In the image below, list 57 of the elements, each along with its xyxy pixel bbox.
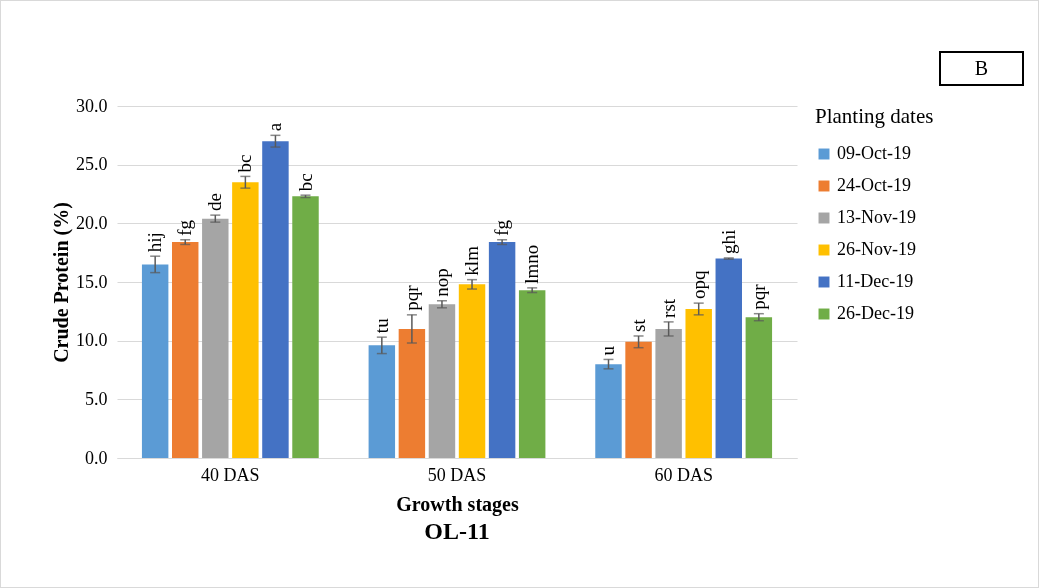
y-tick-label: 10.0 bbox=[76, 330, 108, 351]
bar bbox=[292, 196, 319, 458]
y-tick-label: 30.0 bbox=[76, 95, 108, 116]
data-label: tu bbox=[370, 317, 392, 334]
legend-label: 26-Dec-19 bbox=[837, 303, 914, 323]
data-label: klm bbox=[461, 245, 483, 276]
bar bbox=[715, 258, 742, 458]
x-axis-title: Growth stages bbox=[396, 492, 519, 516]
y-axis-title: Crude Protein (%) bbox=[50, 202, 73, 363]
y-tick-label: 15.0 bbox=[76, 271, 108, 292]
x-tick-label: 60 DAS bbox=[654, 464, 713, 485]
legend-label: 09-Oct-19 bbox=[837, 143, 911, 163]
bar bbox=[655, 328, 682, 458]
data-label: u bbox=[597, 345, 619, 356]
y-tick-label: 5.0 bbox=[85, 388, 108, 409]
x-tick-label: 50 DAS bbox=[427, 464, 487, 485]
legend-label: 26-Nov-19 bbox=[837, 239, 916, 259]
bar bbox=[685, 308, 712, 458]
y-tick-label: 25.0 bbox=[76, 154, 108, 175]
data-label: ghi bbox=[717, 229, 739, 254]
data-label: de bbox=[204, 193, 226, 212]
bar bbox=[625, 341, 652, 458]
bar bbox=[232, 182, 259, 458]
data-label: bc bbox=[234, 154, 256, 173]
bar bbox=[518, 290, 546, 458]
data-label: pqr bbox=[400, 284, 422, 311]
data-label: rst bbox=[657, 298, 679, 318]
legend-label: 24-Oct-19 bbox=[837, 175, 911, 195]
data-label: fg bbox=[174, 219, 196, 236]
bar bbox=[745, 317, 773, 458]
y-tick-label: 20.0 bbox=[76, 212, 108, 233]
bar bbox=[428, 304, 456, 458]
legend-label: 13-Nov-19 bbox=[837, 207, 916, 227]
legend-title: Planting dates bbox=[815, 104, 934, 128]
text: OL-11 bbox=[424, 518, 490, 544]
bar bbox=[488, 242, 516, 458]
bar bbox=[262, 141, 289, 458]
data-label: nop bbox=[430, 268, 452, 297]
data-label: a bbox=[264, 122, 286, 132]
bar bbox=[141, 264, 169, 458]
bar bbox=[172, 242, 199, 458]
legend-label: 11-Dec-19 bbox=[837, 271, 914, 291]
data-label: hij bbox=[144, 232, 166, 253]
y-tick-label: 0.0 bbox=[85, 447, 108, 468]
bar bbox=[458, 284, 486, 458]
bar bbox=[202, 218, 229, 458]
bar bbox=[368, 345, 396, 458]
data-label: fg bbox=[491, 219, 513, 236]
x-tick-label: 40 DAS bbox=[201, 464, 260, 485]
data-label: pqr bbox=[747, 283, 769, 310]
data-label: lmno bbox=[521, 244, 543, 284]
bar bbox=[398, 328, 426, 458]
data-label: bc bbox=[294, 173, 316, 192]
data-label: st bbox=[627, 318, 649, 332]
panel-label-box: B bbox=[938, 51, 1024, 86]
bar bbox=[595, 364, 622, 458]
data-label: opq bbox=[687, 270, 709, 300]
